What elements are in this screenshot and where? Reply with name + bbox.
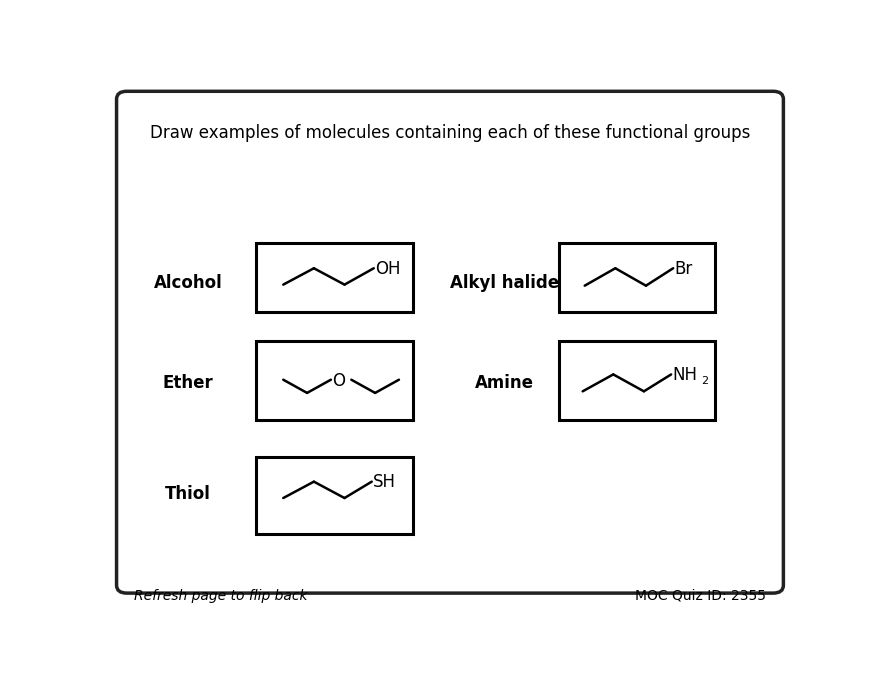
Text: OH: OH [374,260,400,278]
Text: Refresh page to flip back: Refresh page to flip back [133,589,307,603]
Bar [256,341,412,421]
Text: SH: SH [373,473,396,491]
Bar [559,244,715,312]
Bar [256,244,412,312]
Bar [559,341,715,421]
Text: MOC Quiz ID: 2355: MOC Quiz ID: 2355 [635,589,766,603]
Text: Ether: Ether [162,375,213,392]
Text: Thiol: Thiol [165,485,210,504]
Text: Draw examples of molecules containing each of these functional groups: Draw examples of molecules containing ea… [150,123,749,141]
FancyBboxPatch shape [117,91,782,593]
Text: Alcohol: Alcohol [153,274,222,292]
Bar [256,458,412,534]
Text: 2: 2 [700,377,708,386]
Text: O: O [332,372,346,390]
Text: NH: NH [672,366,696,384]
Text: Br: Br [674,260,692,278]
Text: Alkyl halide: Alkyl halide [449,274,559,292]
Text: Amine: Amine [474,375,533,392]
